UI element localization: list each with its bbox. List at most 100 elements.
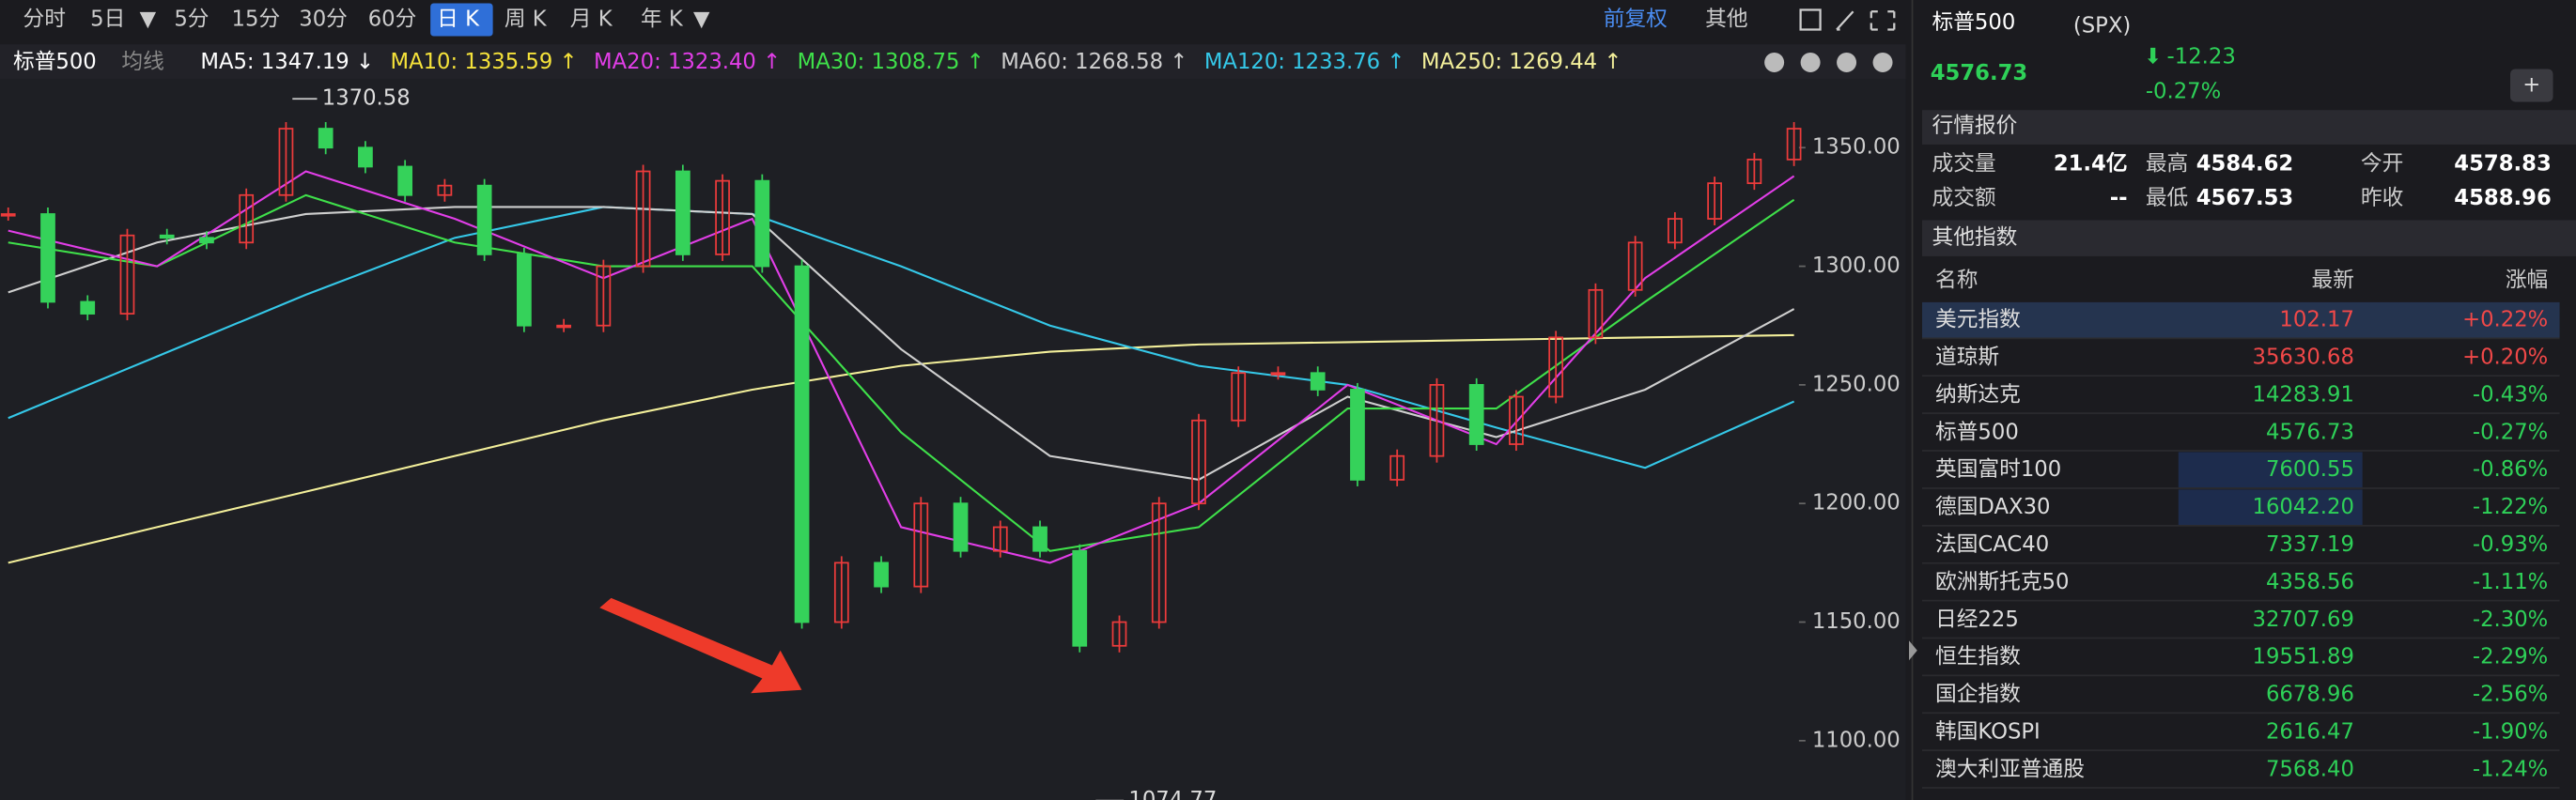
index-cell: -1.11% bbox=[2473, 570, 2548, 594]
legend-bar bbox=[0, 44, 1906, 79]
candle bbox=[1429, 384, 1445, 457]
candle bbox=[1468, 384, 1484, 445]
y-tick-label: 1200.00 bbox=[1812, 491, 1901, 515]
period-tab[interactable]: 15分 bbox=[232, 7, 281, 31]
index-cell[interactable]: 国企指数 bbox=[1935, 683, 2021, 707]
ma-legend: MA10: 1335.59 ↑ bbox=[390, 50, 577, 74]
stat: 成交量 bbox=[1932, 151, 1996, 176]
index-cell: 7337.19 bbox=[2266, 532, 2354, 557]
candle bbox=[1707, 182, 1722, 220]
collapse-handle[interactable] bbox=[1909, 640, 1917, 661]
index-cell[interactable]: 韩国KOSPI bbox=[1935, 719, 2041, 744]
close[interactable] bbox=[1872, 52, 1893, 72]
quote-change-pct: -0.27% bbox=[2146, 79, 2221, 103]
candle bbox=[1111, 621, 1127, 647]
settings[interactable] bbox=[1837, 52, 1857, 72]
layout-icon[interactable] bbox=[1799, 8, 1822, 31]
index-cell: +0.20% bbox=[2462, 346, 2548, 370]
quote-name: 标普500 bbox=[1932, 10, 2016, 35]
draw-icon[interactable] bbox=[1836, 10, 1854, 31]
quote-code: (SPX) bbox=[2073, 13, 2131, 38]
period-tab[interactable]: 5日 bbox=[90, 7, 125, 31]
index-cell[interactable]: 澳大利亚普通股 bbox=[1935, 757, 2085, 781]
ma-menu[interactable]: 均线 bbox=[121, 50, 163, 74]
period-tab[interactable]: 年 K bbox=[641, 7, 684, 31]
period-tab[interactable]: 日 K bbox=[437, 7, 480, 31]
index-cell: -0.43% bbox=[2473, 382, 2548, 407]
section-title: 行情报价 bbox=[1932, 114, 2018, 138]
index-cell[interactable]: 欧洲斯托克50 bbox=[1935, 570, 2069, 594]
ma-legend: MA120: 1233.76 ↑ bbox=[1204, 50, 1405, 74]
candle bbox=[1746, 158, 1762, 185]
zoom-out[interactable] bbox=[1764, 52, 1785, 72]
candle bbox=[1350, 389, 1365, 481]
index-cell[interactable]: 日经225 bbox=[1935, 608, 2019, 632]
index-cell: 19551.89 bbox=[2253, 645, 2354, 669]
stat: 4584.62 bbox=[2196, 151, 2293, 176]
candle bbox=[1627, 241, 1643, 291]
candle bbox=[754, 179, 770, 268]
index-cell[interactable]: 美元指数 bbox=[1935, 308, 2021, 332]
index-cell: -1.22% bbox=[2473, 495, 2548, 519]
down-arrow: ⬇ bbox=[2144, 45, 2162, 69]
candle bbox=[358, 146, 373, 168]
candle bbox=[199, 237, 214, 244]
ma-legend: MA250: 1269.44 ↑ bbox=[1421, 50, 1622, 74]
chart-controls bbox=[1764, 52, 1893, 72]
low-label: 1074.77 bbox=[1128, 788, 1217, 800]
period-tab[interactable]: 5分 bbox=[174, 7, 209, 31]
index-cell: 35630.68 bbox=[2253, 346, 2354, 370]
add-button[interactable] bbox=[2510, 69, 2553, 102]
period-tab[interactable]: 60分 bbox=[368, 7, 417, 31]
index-cell[interactable]: 纳斯达克 bbox=[1935, 382, 2021, 407]
ma-line bbox=[8, 333, 1794, 564]
candle bbox=[953, 502, 969, 552]
stat: 今开 bbox=[2361, 151, 2403, 176]
y-tick-label: 1100.00 bbox=[1812, 728, 1901, 752]
zoom-in[interactable] bbox=[1800, 52, 1821, 72]
candle bbox=[833, 562, 849, 623]
adjust-menu[interactable]: 前复权 bbox=[1604, 7, 1668, 31]
period-tab[interactable]: 30分 bbox=[299, 7, 348, 31]
index-cell: 16042.20 bbox=[2253, 495, 2354, 519]
candle bbox=[1270, 372, 1286, 376]
candle bbox=[874, 562, 889, 588]
period-tab[interactable]: 分时 bbox=[23, 7, 65, 31]
section-title: 其他指数 bbox=[1932, 225, 2018, 250]
index-cell[interactable]: 英国富时100 bbox=[1935, 457, 2061, 482]
index-cell[interactable]: 标普500 bbox=[1935, 420, 2019, 444]
toolbar-icons bbox=[1799, 8, 1896, 31]
high-label: 1370.58 bbox=[322, 86, 411, 111]
period-tab[interactable]: 周 K bbox=[504, 7, 548, 31]
candle bbox=[437, 184, 453, 196]
selected-row bbox=[1922, 301, 2560, 339]
fullscreen-icon[interactable] bbox=[1870, 10, 1896, 31]
ma-legend: MA5: 1347.19 ↓ bbox=[200, 50, 374, 74]
candle bbox=[476, 184, 492, 255]
other-menu[interactable]: 其他 bbox=[1705, 7, 1747, 31]
highlight-cell bbox=[2178, 452, 2363, 488]
ma-line bbox=[8, 206, 1795, 481]
section-bar bbox=[1922, 220, 2576, 256]
candle bbox=[794, 265, 810, 623]
index-cell[interactable]: 恒生指数 bbox=[1935, 645, 2021, 669]
index-cell: -0.27% bbox=[2473, 420, 2548, 444]
y-tick-label: 1150.00 bbox=[1812, 609, 1901, 634]
index-cell[interactable]: 道琼斯 bbox=[1935, 346, 1999, 370]
index-cell: -1.90% bbox=[2473, 719, 2548, 744]
candle bbox=[40, 213, 55, 303]
index-cell[interactable]: 德国DAX30 bbox=[1935, 495, 2051, 519]
candle bbox=[1151, 502, 1167, 623]
index-cell[interactable]: 法国CAC40 bbox=[1935, 532, 2049, 557]
candle bbox=[517, 254, 532, 327]
stat: 成交额 bbox=[1932, 186, 1996, 210]
index-cell: 14283.91 bbox=[2253, 382, 2354, 407]
candle bbox=[675, 170, 691, 255]
candle bbox=[1191, 419, 1206, 505]
index-cell: -0.86% bbox=[2473, 457, 2548, 482]
stat: 4588.96 bbox=[2454, 186, 2551, 210]
red-arrow bbox=[599, 597, 802, 694]
period-tab[interactable]: 月 K bbox=[570, 7, 613, 31]
